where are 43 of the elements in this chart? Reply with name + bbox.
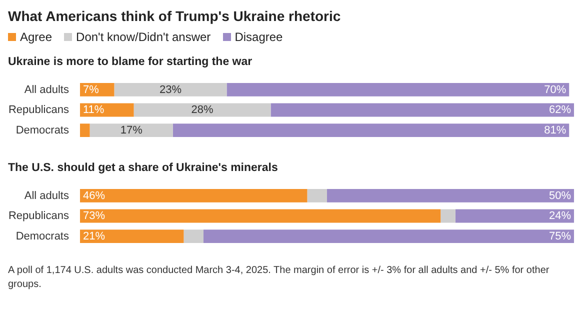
data-label: 70% — [544, 84, 566, 96]
bar — [80, 209, 441, 223]
bar — [307, 189, 327, 202]
bar — [270, 103, 574, 117]
data-label: 81% — [544, 124, 566, 136]
bar — [80, 230, 184, 243]
data-label: 23% — [159, 84, 182, 96]
data-label: 21% — [83, 230, 106, 242]
y-tick-label: Democrats — [16, 124, 70, 136]
legend-label: Agree — [19, 30, 52, 44]
chart-subtitle: The U.S. should get a share of Ukraine's minerals — [8, 162, 279, 174]
bar — [204, 230, 574, 243]
legend-label: Disagree — [234, 30, 283, 44]
data-label: 62% — [548, 104, 572, 116]
bar — [90, 124, 173, 137]
data-label: 24% — [548, 210, 572, 222]
y-tick-label: Republicans — [8, 210, 70, 222]
data-label: 17% — [120, 124, 143, 136]
bar — [172, 124, 570, 137]
legend-label: Don't know/Didn't answer — [75, 30, 211, 44]
bar — [80, 124, 90, 137]
y-tick-label: Democrats — [16, 230, 70, 242]
data-label: 73% — [83, 210, 106, 222]
data-label: 50% — [548, 190, 572, 202]
bar — [226, 83, 570, 96]
y-tick-label: All adults — [24, 84, 70, 96]
data-label: 11% — [83, 104, 104, 116]
chart-subtitle: Ukraine is more to blame for starting the war — [8, 56, 254, 68]
bar — [134, 103, 271, 117]
data-label: 46% — [83, 190, 106, 202]
y-tick-label: Republicans — [8, 104, 70, 116]
data-label: 7% — [83, 84, 100, 96]
data-label: 28% — [191, 104, 214, 116]
bar — [114, 83, 227, 96]
y-tick-label: All adults — [24, 190, 70, 202]
bar — [184, 230, 204, 243]
chart-title: What Americans think of Trump's Ukraine rhetoric — [8, 8, 342, 24]
text: A poll of 1,174 U.S. adults was conducted March 3-4, 2025. The margin of error is +/- 3% for all adults and +/- 5% for other groups. — [8, 264, 550, 292]
bar — [80, 189, 308, 202]
bar — [327, 189, 574, 202]
data-label: 75% — [548, 230, 572, 242]
bar — [455, 209, 574, 223]
bar — [440, 209, 456, 223]
